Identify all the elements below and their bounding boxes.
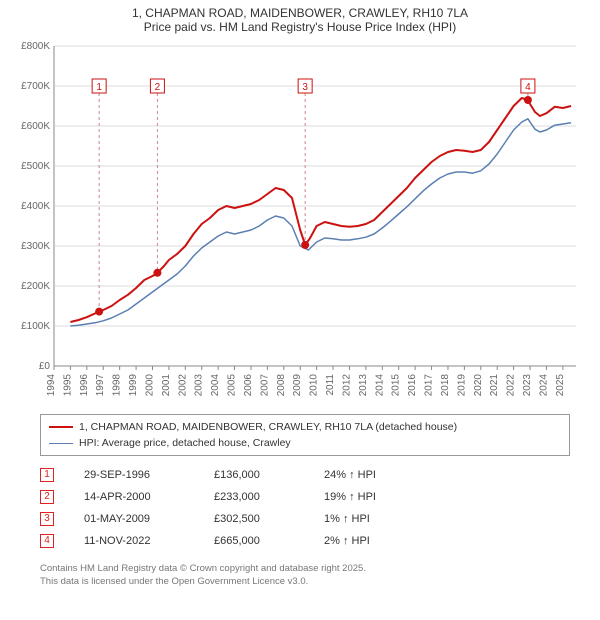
svg-text:2023: 2023	[522, 374, 533, 397]
svg-text:£500K: £500K	[21, 161, 50, 172]
svg-text:2019: 2019	[456, 374, 467, 397]
transaction-date: 11-NOV-2022	[84, 530, 184, 552]
legend-label: 1, CHAPMAN ROAD, MAIDENBOWER, CRAWLEY, R…	[79, 419, 457, 435]
svg-text:2017: 2017	[424, 374, 435, 397]
svg-text:2014: 2014	[374, 374, 385, 397]
svg-text:£700K: £700K	[21, 81, 50, 92]
transaction-date: 29-SEP-1996	[84, 464, 184, 486]
transaction-row: 2 14-APR-2000 £233,000 19% ↑ HPI	[40, 486, 570, 508]
legend-item: 1, CHAPMAN ROAD, MAIDENBOWER, CRAWLEY, R…	[49, 419, 561, 435]
transaction-delta: 24% ↑ HPI	[324, 464, 414, 486]
chart-container: £0 £100K £200K £300K £400K £500K £600K £700K £80…	[10, 38, 590, 408]
legend-item: HPI: Average price, detached house, Craw…	[49, 435, 561, 451]
transaction-row: 4 11-NOV-2022 £665,000 2% ↑ HPI	[40, 530, 570, 552]
svg-text:2009: 2009	[292, 374, 303, 397]
transaction-price: £233,000	[214, 486, 294, 508]
svg-text:2010: 2010	[309, 374, 320, 397]
transaction-delta: 1% ↑ HPI	[324, 508, 414, 530]
svg-text:2012: 2012	[341, 374, 352, 397]
chart-titles: 1, CHAPMAN ROAD, MAIDENBOWER, CRAWLEY, R…	[0, 0, 600, 36]
transaction-price: £302,500	[214, 508, 294, 530]
title-line-1: 1, CHAPMAN ROAD, MAIDENBOWER, CRAWLEY, R…	[10, 6, 590, 20]
svg-text:1995: 1995	[62, 374, 73, 397]
legend-swatch	[49, 443, 73, 444]
transaction-row: 1 29-SEP-1996 £136,000 24% ↑ HPI	[40, 464, 570, 486]
svg-text:£0: £0	[39, 361, 51, 372]
svg-text:2004: 2004	[210, 374, 221, 397]
svg-text:1: 1	[96, 82, 102, 93]
transaction-date: 14-APR-2000	[84, 486, 184, 508]
svg-text:2008: 2008	[276, 374, 287, 397]
svg-text:2018: 2018	[440, 374, 451, 397]
svg-text:£600K: £600K	[21, 121, 50, 132]
svg-text:1996: 1996	[79, 374, 90, 397]
svg-text:2024: 2024	[538, 374, 549, 397]
svg-text:2006: 2006	[243, 374, 254, 397]
svg-text:2: 2	[155, 82, 161, 93]
svg-text:1997: 1997	[95, 374, 106, 397]
svg-text:2013: 2013	[358, 374, 369, 397]
svg-text:£400K: £400K	[21, 201, 50, 212]
legend-label: HPI: Average price, detached house, Craw…	[79, 435, 291, 451]
transaction-price: £136,000	[214, 464, 294, 486]
transaction-row: 3 01-MAY-2009 £302,500 1% ↑ HPI	[40, 508, 570, 530]
svg-text:1999: 1999	[128, 374, 139, 397]
attribution-line-1: Contains HM Land Registry data © Crown c…	[40, 562, 570, 575]
svg-text:£100K: £100K	[21, 321, 50, 332]
transaction-marker: 4	[40, 534, 54, 548]
svg-text:2002: 2002	[177, 374, 188, 397]
transaction-marker: 1	[40, 468, 54, 482]
transaction-price: £665,000	[214, 530, 294, 552]
legend: 1, CHAPMAN ROAD, MAIDENBOWER, CRAWLEY, R…	[40, 414, 570, 456]
transactions-table: 1 29-SEP-1996 £136,000 24% ↑ HPI 2 14-APR-200…	[40, 464, 570, 552]
transaction-marker: 2	[40, 490, 54, 504]
transaction-delta: 2% ↑ HPI	[324, 530, 414, 552]
transaction-date: 01-MAY-2009	[84, 508, 184, 530]
svg-text:2011: 2011	[325, 374, 336, 396]
svg-text:4: 4	[525, 82, 531, 93]
svg-text:2015: 2015	[391, 374, 402, 397]
svg-text:1994: 1994	[46, 374, 57, 397]
svg-text:2025: 2025	[555, 374, 566, 397]
attribution: Contains HM Land Registry data © Crown c…	[40, 562, 570, 588]
line-chart: £0 £100K £200K £300K £400K £500K £600K £700K £80…	[10, 38, 590, 408]
svg-text:2007: 2007	[259, 374, 270, 397]
svg-text:2003: 2003	[194, 374, 205, 397]
svg-text:2001: 2001	[161, 374, 172, 397]
attribution-line-2: This data is licensed under the Open Gov…	[40, 575, 570, 588]
svg-text:1998: 1998	[112, 374, 123, 397]
svg-text:2020: 2020	[473, 374, 484, 397]
legend-swatch	[49, 426, 73, 428]
transaction-delta: 19% ↑ HPI	[324, 486, 414, 508]
title-line-2: Price paid vs. HM Land Registry's House …	[10, 20, 590, 34]
svg-text:2000: 2000	[144, 374, 155, 397]
svg-text:3: 3	[302, 82, 308, 93]
svg-text:2022: 2022	[506, 374, 517, 397]
svg-text:2021: 2021	[489, 374, 500, 397]
svg-text:£800K: £800K	[21, 41, 50, 52]
transaction-marker: 3	[40, 512, 54, 526]
svg-text:2016: 2016	[407, 374, 418, 397]
svg-text:2005: 2005	[227, 374, 238, 397]
svg-text:£300K: £300K	[21, 241, 50, 252]
svg-text:£200K: £200K	[21, 281, 50, 292]
